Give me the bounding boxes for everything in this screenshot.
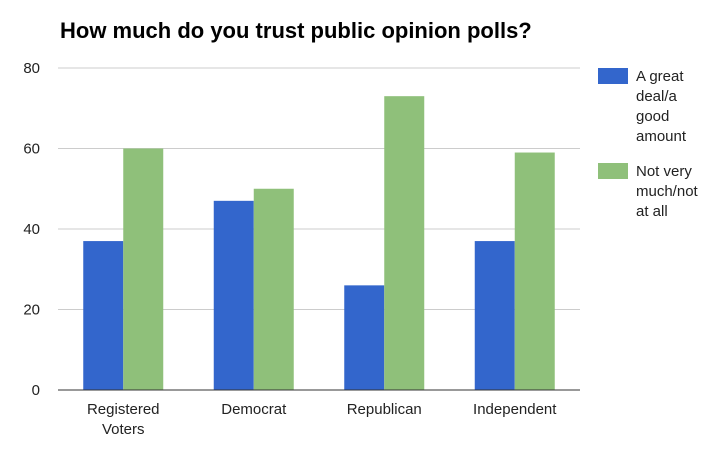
- y-tick-label: 40: [23, 221, 40, 238]
- x-axis-ticks: Registered Voters Democrat Republican Indepe…: [87, 401, 557, 438]
- bars: [83, 96, 555, 391]
- legend-label-line: good: [636, 108, 669, 125]
- legend-label-line: A great: [636, 68, 684, 85]
- legend-label-line: deal/a: [636, 88, 678, 105]
- x-tick-label: Independent: [473, 401, 557, 418]
- legend-label-line: amount: [636, 128, 687, 145]
- legend-label-line: much/not: [636, 183, 699, 200]
- bar-series-1: [213, 200, 254, 390]
- x-tick-label-line: Republican: [347, 401, 422, 418]
- bar-series-2: [514, 152, 555, 390]
- legend-label-line: at all: [636, 203, 668, 220]
- y-tick-label: 80: [23, 60, 40, 77]
- bar-series-2: [253, 188, 294, 390]
- bar-series-2: [123, 148, 164, 390]
- legend-label-line: Not very: [636, 163, 692, 180]
- legend-swatch: [598, 163, 628, 179]
- y-axis-ticks: 0 20 40 60 80: [23, 60, 40, 399]
- y-tick-label: 0: [32, 382, 40, 399]
- bar-series-1: [474, 241, 515, 390]
- x-tick-label-line: Democrat: [221, 401, 287, 418]
- x-tick-label: Democrat: [221, 401, 287, 418]
- x-tick-label: Registered Voters: [87, 401, 160, 438]
- x-tick-label-line: Voters: [102, 421, 145, 438]
- legend-swatch: [598, 68, 628, 84]
- x-tick-label-line: Independent: [473, 401, 557, 418]
- legend: A great deal/a good amount Not very much/not a…: [598, 68, 699, 220]
- x-tick-label-line: Registered: [87, 401, 160, 418]
- y-tick-label: 60: [23, 141, 40, 158]
- y-tick-label: 20: [23, 302, 40, 319]
- x-tick-label: Republican: [347, 401, 422, 418]
- legend-label: A great deal/a good amount: [636, 68, 687, 145]
- bar-series-1: [83, 241, 124, 390]
- chart-title: How much do you trust public opinion pol…: [60, 18, 532, 43]
- bar-series-1: [344, 285, 385, 390]
- bar-series-2: [384, 96, 425, 391]
- legend-label: Not very much/not at all: [636, 163, 699, 220]
